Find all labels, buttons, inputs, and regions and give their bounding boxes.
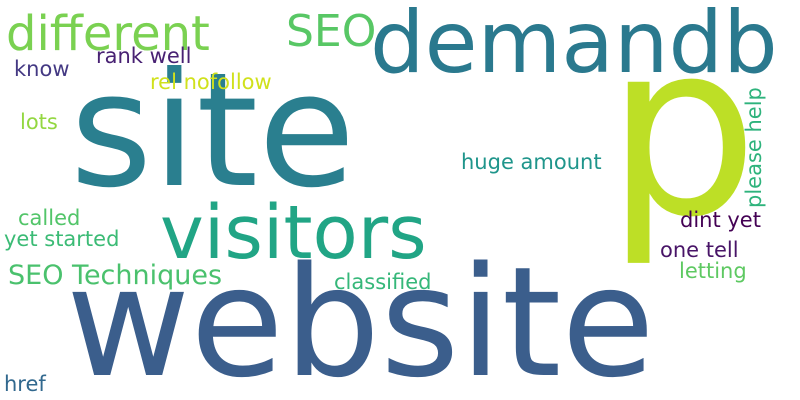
word-seo-techniques: SEO Techniques [8, 262, 222, 289]
word-href: href [4, 374, 46, 395]
word-please-help: please help [744, 87, 765, 208]
word-huge-amount: huge amount [461, 152, 602, 173]
word-rank-well: rank well [96, 46, 191, 67]
word-dint-yet: dint yet [680, 210, 761, 231]
word-demandb: demandb [370, 0, 778, 86]
word-seo: SEO [286, 10, 376, 54]
word-know: know [14, 59, 70, 80]
word-lots: lots [20, 112, 58, 133]
word-rel-nofollow: rel nofollow [150, 72, 272, 93]
word-classified: classified [334, 272, 431, 293]
word-yet-started: yet started [4, 229, 119, 250]
word-one-tell: one tell [660, 240, 739, 261]
word-letting: letting [679, 261, 747, 282]
word-visitors: visitors [160, 196, 427, 270]
word-called: called [18, 208, 80, 229]
